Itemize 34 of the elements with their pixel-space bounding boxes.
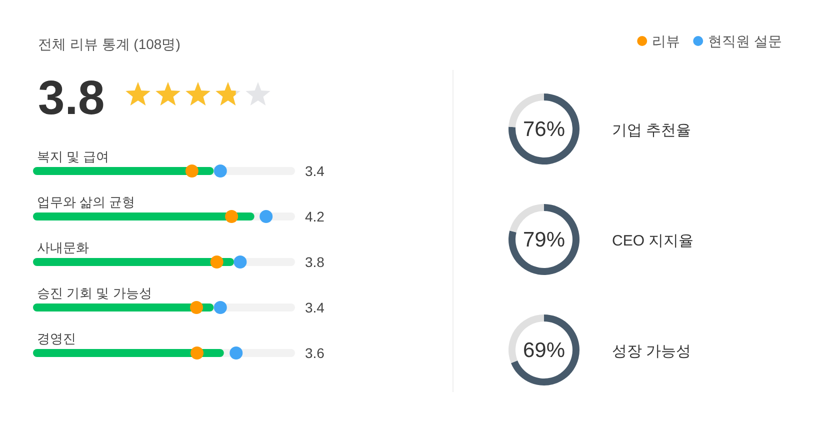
point	[190, 301, 204, 314]
data-label: 3.8	[305, 254, 325, 270]
point	[210, 256, 224, 268]
legend-label: 리뷰	[652, 33, 680, 49]
point	[214, 164, 227, 178]
donut-slice	[508, 204, 580, 275]
donut-slice	[510, 204, 544, 232]
point	[214, 301, 227, 314]
point	[185, 164, 198, 178]
donut-slice	[508, 94, 580, 164]
text: 전체 리뷰 통계 (108명)	[38, 36, 180, 52]
point	[190, 346, 204, 360]
point	[234, 256, 247, 268]
data-label: 3.4	[305, 300, 325, 316]
data-label: 76%	[522, 118, 566, 141]
y-tick-label: 경영진	[37, 331, 76, 346]
legend-label: 현직원 설문	[708, 33, 782, 49]
donut-slice	[510, 314, 580, 386]
text: 3.8	[38, 72, 105, 125]
point	[230, 346, 243, 360]
text: CEO 지지율	[612, 232, 694, 250]
data-label: 79%	[522, 228, 566, 252]
text: 기업 추천율	[612, 122, 692, 139]
text: 성장 가능성	[612, 343, 692, 360]
point	[225, 210, 238, 223]
y-tick-label: 업무와 삶의 균형	[37, 194, 136, 210]
y-tick-label: 사내문화	[37, 240, 89, 255]
data-label: 4.2	[305, 208, 325, 224]
y-tick-label: 복지 및 급여	[37, 149, 110, 164]
point	[260, 210, 273, 223]
data-label: 3.6	[305, 345, 325, 361]
data-label: 69%	[522, 339, 566, 362]
data-label: 3.4	[305, 163, 325, 179]
y-tick-label: 승진 기회 및 가능성	[37, 286, 152, 300]
